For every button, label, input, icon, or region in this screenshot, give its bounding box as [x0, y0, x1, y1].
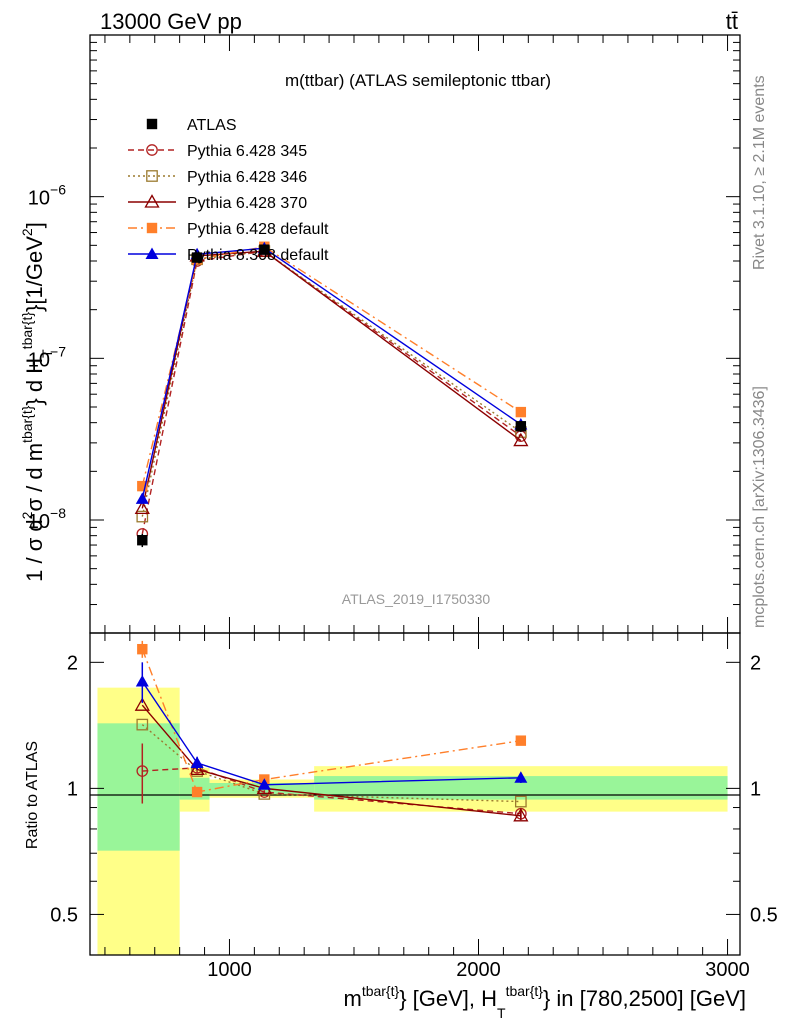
- y-axis-label-part: 2: [19, 511, 35, 519]
- analysis-watermark: ATLAS_2019_I1750330: [342, 591, 491, 607]
- legend-marker: [146, 222, 158, 234]
- y-tick-label: 10−6: [28, 182, 66, 210]
- ratio-y-tick-label-right: 2: [750, 652, 761, 674]
- legend-marker: [146, 118, 158, 130]
- y-axis-label-part: ]: [22, 222, 47, 228]
- y-axis-label-part: T: [39, 349, 55, 358]
- legend-marker: [146, 170, 158, 182]
- legend-entry: Pythia 6.428 default: [128, 221, 329, 238]
- data-point: [134, 500, 150, 515]
- x-tick-label: 1000: [207, 959, 252, 981]
- inner-uncertainty-band: [97, 723, 180, 851]
- ratio-y-tick-label-right: 1: [750, 778, 761, 800]
- ratio-y-axis-label: Ratio to ATLAS: [24, 741, 41, 849]
- data-point: [515, 421, 527, 432]
- ratio-panel: 0.5 0.5 1 1 2 2 1000 2000 3000: [50, 632, 778, 981]
- legend-label: Pythia 6.428 345: [187, 143, 307, 160]
- mcplots-label: mcplots.cern.ch [arXiv:1306.3436]: [751, 386, 768, 628]
- ratio-line: [141, 681, 521, 786]
- ratio-frame: [89, 632, 741, 956]
- legend-entry: Pythia 6.428 370: [128, 194, 307, 212]
- y-tick-label: 10−8: [28, 505, 66, 533]
- main-y-axis-label: 1 / σ d2σ / d mtbar{t}} d HTtbar{t}}[1/G…: [19, 222, 55, 582]
- data-point: [257, 778, 271, 790]
- data-point: [189, 761, 205, 776]
- x-axis-label-part: T: [497, 1005, 506, 1021]
- plot-title: m(ttbar) (ATLAS semileptonic ttbar): [285, 71, 551, 90]
- process-label: tt̄: [726, 9, 738, 34]
- legend-entry: Pythia 8.308 default: [128, 247, 329, 264]
- x-axis-label-part: tbar{t}: [362, 983, 400, 999]
- ratio-line: [141, 704, 521, 817]
- x-axis-label-part: } [GeV], H: [399, 986, 497, 1011]
- data-point: [134, 697, 150, 711]
- y-axis-label-part: } d H: [22, 358, 47, 406]
- y-axis-label-part: tbar{t}: [19, 312, 35, 350]
- data-point: [513, 807, 529, 822]
- legend-label: Pythia 8.308 default: [187, 247, 329, 264]
- series-line: [141, 250, 522, 535]
- x-axis-label: mtbar{t}} [GeV], HTtbar{t}} in [780,2500…: [343, 983, 746, 1021]
- data-point: [513, 432, 529, 447]
- ratio-line: [141, 648, 521, 793]
- legend-label: Pythia 6.428 default: [187, 221, 329, 238]
- data-point: [137, 534, 148, 546]
- data-point: [191, 786, 203, 798]
- legend-entry: ATLAS: [146, 117, 237, 134]
- data-point: [514, 771, 528, 783]
- data-point: [137, 643, 148, 655]
- data-point: [515, 735, 527, 746]
- data-point: [515, 406, 527, 418]
- y-axis-label-part: σ / d m: [22, 443, 47, 512]
- legend-marker: [146, 144, 158, 156]
- legend-label: ATLAS: [187, 117, 237, 134]
- x-axis-label-part: tbar{t}: [506, 983, 544, 999]
- data-point: [514, 795, 527, 808]
- series-line: [141, 247, 522, 500]
- inner-uncertainty-band: [314, 776, 728, 800]
- series-line: [141, 246, 522, 487]
- y-axis-label-part: 2: [19, 228, 35, 236]
- legend-label: Pythia 6.428 346: [187, 169, 307, 186]
- x-axis-label-part: } in [780,2500] [GeV]: [543, 986, 746, 1011]
- y-axis-label-part: tbar{t}: [19, 405, 35, 443]
- ratio-y-tick-label-right: 0.5: [750, 904, 778, 926]
- legend-marker: [145, 247, 159, 259]
- legend-entry: Pythia 6.428 346: [128, 169, 307, 186]
- y-tick-label: 10−7: [28, 343, 66, 371]
- ratio-y-tick-label: 2: [67, 652, 78, 674]
- legend-entry: Pythia 6.428 345: [128, 143, 307, 160]
- data-point: [137, 480, 148, 492]
- data-point: [259, 244, 270, 255]
- ratio-y-tick-label: 1: [67, 778, 78, 800]
- x-tick-label: 2000: [456, 959, 501, 981]
- legend: ATLAS Pythia 6.428 345 Pythia 6.428 346 Pyt…: [128, 117, 329, 264]
- y-axis-label-part: }[1/GeV: [22, 236, 47, 312]
- data-point: [135, 674, 149, 687]
- data-point: [136, 765, 149, 777]
- x-axis-label-part: m: [343, 986, 361, 1011]
- data-point: [190, 756, 204, 768]
- legend-label: Pythia 6.428 370: [187, 195, 307, 212]
- data-point: [135, 492, 149, 504]
- ratio-line: [142, 767, 521, 815]
- beam-label: 13000 GeV pp: [100, 9, 242, 34]
- data-point: [191, 252, 203, 263]
- x-tick-label: 3000: [705, 959, 750, 981]
- legend-marker: [144, 194, 160, 208]
- series-line: [141, 250, 522, 517]
- main-panel: m(ttbar) (ATLAS semileptonic ttbar) ATLA…: [28, 34, 741, 634]
- ratio-y-tick-label: 0.5: [50, 904, 78, 926]
- data-point: [136, 510, 149, 523]
- y-axis-label-part: 1 / σ d: [22, 519, 47, 582]
- rivet-version-label: Rivet 3.1.10, ≥ 2.1M events: [751, 75, 768, 270]
- ratio-line: [141, 724, 521, 803]
- data-point: [136, 718, 149, 731]
